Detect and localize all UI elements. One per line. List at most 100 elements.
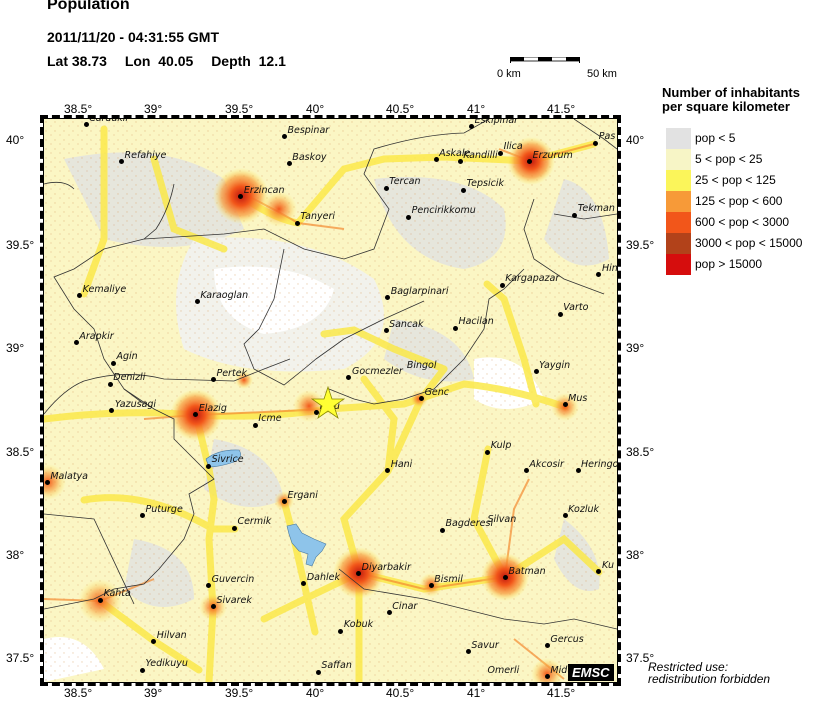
city-marker[interactable] [562,402,568,408]
city-marker[interactable] [252,422,258,428]
city-marker[interactable] [193,412,199,418]
city-marker[interactable] [440,527,446,533]
city-label: Tekman [577,203,615,215]
city-label: Ku [601,559,614,571]
city-marker[interactable] [385,468,391,474]
city-marker[interactable] [119,159,125,165]
city-label: Savur [471,639,499,651]
city-marker[interactable] [465,649,471,655]
city-marker[interactable] [140,513,146,519]
lon-tick-bottom: 39.5° [225,686,254,700]
legend-label: 5 < pop < 25 [695,152,763,166]
city-marker[interactable] [383,185,389,191]
population-map[interactable]: Cardakli Refahiye Bespinar Baskoy Erzincan Ta… [44,119,617,682]
city-marker[interactable] [575,468,581,474]
city-marker[interactable] [315,669,321,675]
city-marker[interactable] [499,282,505,288]
lon-tick-bottom: 41° [467,686,486,700]
city-marker[interactable] [301,581,307,587]
city-marker[interactable] [386,610,392,616]
city-label: Ergani [287,489,318,501]
city-marker[interactable] [385,295,391,301]
city-marker[interactable] [383,328,389,334]
city-label: Icme [258,413,282,425]
city-marker[interactable] [572,212,578,218]
city-marker[interactable] [73,340,79,346]
city-marker[interactable] [210,604,216,610]
city-label: Kozluk [568,503,599,515]
city-marker[interactable] [533,369,539,375]
city-marker[interactable] [98,597,104,603]
city-marker[interactable] [77,293,83,298]
lat-tick-right: 38.5° [626,445,655,459]
city-marker[interactable] [557,311,563,317]
city-label: Baskoy [292,151,327,163]
city-marker[interactable] [140,667,146,673]
city-marker[interactable] [433,157,439,163]
lon-tick-top: 39° [144,102,163,116]
legend-swatch [666,212,691,233]
city-marker[interactable] [346,375,352,381]
city-label: Mid [550,664,568,676]
legend-label: 25 < pop < 125 [695,173,776,187]
city-label: Genc [424,386,450,398]
city-marker[interactable] [194,299,200,305]
city-marker[interactable] [596,569,602,575]
city-label: Tercan [389,176,421,188]
lon-tick-top: 40.5° [386,102,415,116]
city-marker[interactable] [544,643,550,649]
city-marker[interactable] [452,325,458,331]
city-marker[interactable] [83,122,89,128]
city-label: Yedikuyu [145,658,188,670]
city-marker[interactable] [294,220,300,226]
city-marker[interactable] [406,214,412,220]
city-marker[interactable] [562,513,568,519]
city-label: Bagderesi [445,518,494,530]
city-marker[interactable] [593,140,599,146]
city-marker[interactable] [338,628,344,634]
city-marker[interactable] [498,150,504,156]
city-label: Yaygin [539,359,571,371]
city-marker[interactable] [206,463,212,469]
city-marker[interactable] [238,194,244,200]
city-marker[interactable] [210,377,216,383]
city-marker[interactable] [527,159,533,165]
city-marker[interactable] [314,410,320,416]
city-label: Denizli [113,372,146,384]
city-marker[interactable] [502,575,508,581]
city-marker[interactable] [428,583,434,589]
city-marker[interactable] [206,583,212,589]
city-marker[interactable] [523,468,529,474]
city-marker[interactable] [231,525,237,531]
city-marker[interactable] [485,449,491,455]
reservoir [286,523,327,567]
city-marker[interactable] [151,639,157,645]
city-marker[interactable] [107,381,113,387]
city-label: Sivrice [211,454,244,466]
city-label: Erzincan [243,184,285,196]
lon-tick-top: 40° [306,102,325,116]
scale-bar [510,57,580,63]
lon-tick-bottom: 40° [306,686,325,700]
lat-tick-left: 39.5° [6,238,35,252]
city-marker[interactable] [461,187,466,193]
city-marker[interactable] [281,134,287,140]
city-marker[interactable] [457,159,463,165]
city-marker[interactable] [544,674,550,680]
city-label: Dahlek [306,571,340,583]
city-marker[interactable] [44,480,50,486]
city-marker[interactable] [469,124,475,130]
epicenter-star-icon[interactable] [311,385,345,420]
city-marker[interactable] [110,360,116,366]
city-label: Kobuk [343,619,374,631]
city-marker[interactable] [596,272,602,278]
city-label: Varto [563,302,589,314]
city-marker[interactable] [281,499,287,504]
lat-tick-right: 40° [626,133,645,147]
city-marker[interactable] [109,408,115,414]
city-marker[interactable] [419,396,425,401]
city-marker[interactable] [286,161,292,167]
city-marker[interactable] [356,571,362,577]
city-label: Baglarpinari [390,285,449,297]
